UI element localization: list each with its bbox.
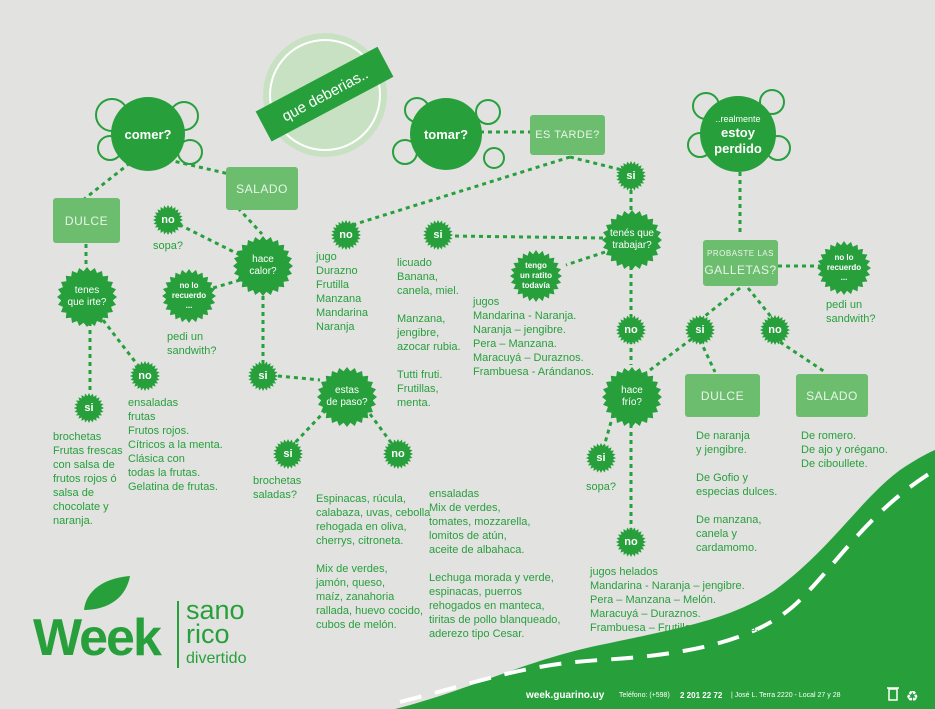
no-seal-trabajar[interactable] — [616, 315, 646, 345]
brochetas-list: brochetas Frutas frescas con salsa de fr… — [53, 431, 123, 527]
footer-phone-label: Teléfono: (+598) — [619, 692, 670, 699]
no-label-paso: no — [391, 448, 405, 460]
salado-list: De romero. De ajo y orégano. De ciboulle… — [801, 430, 888, 470]
si-label-irte: si — [84, 402, 94, 414]
estas-de-paso-label: estas de paso? — [326, 385, 368, 408]
probaste-label: GALLETAS? — [704, 263, 777, 277]
no-seal-irte[interactable] — [130, 361, 160, 391]
comer-label: comer? — [124, 126, 172, 142]
ensaladas-list: ensaladas frutas Frutos rojos. Cítricos … — [128, 397, 223, 493]
hace-calor-seal[interactable] — [233, 236, 293, 296]
tengo-un-ratito-label: tengo un ratito todavía — [520, 261, 552, 290]
perdido-node[interactable] — [700, 96, 776, 172]
hace-calor-label: hace calor? — [249, 254, 277, 277]
salado-bottom-label: SALADO — [806, 388, 858, 403]
road-decoration — [395, 450, 935, 709]
jugos-list: jugos Mandarina - Naranja. Naranja – jen… — [473, 296, 595, 378]
si-label-calor: si — [258, 370, 268, 382]
no-seal-galletas[interactable] — [760, 315, 790, 345]
dulce-bottom-box[interactable] — [685, 374, 760, 417]
tagline-rico: rico — [186, 619, 230, 649]
no-lo-recuerdo-1-seal[interactable] — [162, 269, 216, 323]
no-seal-sopa-1[interactable] — [153, 205, 183, 235]
leaf-icon — [84, 576, 130, 610]
footer-url[interactable]: week.guarino.uy — [526, 690, 605, 701]
tenes-que-irte-label: tenes que irte? — [67, 285, 107, 308]
no-lo-recuerdo-1-label: no lo recuerdo ... — [171, 281, 207, 310]
footer-address: | José L. Terra 2220 - Local 27 y 28 — [731, 692, 841, 699]
si-seal-paso[interactable] — [273, 439, 303, 469]
ensaladas-list-2: ensaladas Mix de verdes, tomates, mozzar… — [429, 488, 561, 640]
es-tarde-box[interactable] — [530, 115, 605, 155]
tengo-un-ratito-seal[interactable] — [510, 250, 562, 302]
connectors — [82, 130, 826, 530]
si-label-sopa-2: si — [596, 452, 606, 464]
perdido-small-label: ..realmente — [715, 114, 761, 124]
si-label-paso: si — [283, 448, 293, 460]
si-seal-calor[interactable] — [248, 361, 278, 391]
tenes-que-irte-seal[interactable] — [57, 267, 117, 327]
si-label-tarde: si — [626, 170, 636, 182]
no-seal-jugo[interactable] — [331, 220, 361, 250]
tagline-sano: sano — [186, 595, 245, 625]
salado-bottom-box[interactable] — [796, 374, 868, 417]
brochetas-saladas-text: brochetas saladas? — [253, 475, 302, 501]
tagline-divertido: divertido — [186, 650, 247, 667]
pedi-sandwith-text-2: pedi un sandwith? — [826, 299, 876, 325]
si-seal-irte[interactable] — [74, 393, 104, 423]
tenes-que-trabajar-label: tenés que trabajar? — [610, 228, 654, 251]
decision-seals — [57, 161, 871, 557]
no-label-jugo: no — [339, 229, 353, 241]
dulce-top-label: DULCE — [64, 213, 109, 228]
trash-icon — [887, 687, 899, 701]
probaste-box[interactable] — [703, 240, 778, 286]
tomar-node[interactable] — [410, 98, 482, 170]
salado-top-label: SALADO — [236, 181, 288, 196]
no-label-frio: no — [624, 536, 638, 548]
tomar-label: tomar? — [423, 126, 469, 142]
espinacas-list: Espinacas, rúcula, calabaza, uvas, cebol… — [316, 493, 431, 631]
hace-frio-seal[interactable] — [602, 367, 662, 427]
si-label-licuado: si — [433, 229, 443, 241]
salado-top-box[interactable] — [226, 167, 298, 210]
comer-node[interactable] — [111, 97, 185, 171]
pedi-sandwith-text-1: pedi un sandwith? — [167, 331, 217, 357]
si-seal-tarde[interactable] — [616, 161, 646, 191]
si-seal-licuado[interactable] — [423, 220, 453, 250]
brand-logo: Week — [33, 609, 162, 667]
si-seal-galletas[interactable] — [685, 315, 715, 345]
no-label-sopa-1: no — [161, 214, 175, 226]
probaste-small-label: PROBASTE LAS — [707, 248, 774, 258]
hace-frio-label: hace frío? — [621, 385, 643, 408]
sopa-text-1: sopa? — [153, 240, 183, 252]
dulce-bottom-label: DULCE — [700, 388, 745, 403]
tenes-que-trabajar-seal[interactable] — [602, 210, 662, 270]
si-label-galletas: si — [695, 324, 705, 336]
footer-phone: 2 201 22 72 — [680, 691, 723, 700]
sopa-text-2: sopa? — [586, 481, 616, 493]
es-tarde-label: ES TARDE? — [535, 129, 600, 141]
jugo-list: jugo Durazno Frutilla Manzana Mandarina … — [316, 251, 368, 333]
no-lo-recuerdo-2-seal[interactable] — [817, 241, 871, 295]
title-badge — [255, 33, 394, 157]
no-lo-recuerdo-2-label: no lo recuerdo ... — [826, 253, 862, 282]
dulce-list: De naranja y jengibre. De Gofio y especi… — [696, 430, 778, 554]
recycle-icon: ♻ — [906, 689, 919, 705]
licuado-list: licuado Banana, canela, miel. Manzana, j… — [397, 257, 461, 409]
no-label-irte: no — [138, 370, 152, 382]
dulce-top-box[interactable] — [53, 198, 120, 243]
no-seal-frio[interactable] — [616, 527, 646, 557]
si-seal-sopa-2[interactable] — [586, 443, 616, 473]
no-label-trabajar: no — [624, 324, 638, 336]
estas-de-paso-seal[interactable] — [317, 367, 377, 427]
perdido-label: estoy perdido — [714, 125, 762, 156]
no-seal-paso[interactable] — [383, 439, 413, 469]
no-label-galletas: no — [768, 324, 782, 336]
jugos-helados-list: jugos helados Mandarina - Naranja – jeng… — [590, 566, 759, 634]
